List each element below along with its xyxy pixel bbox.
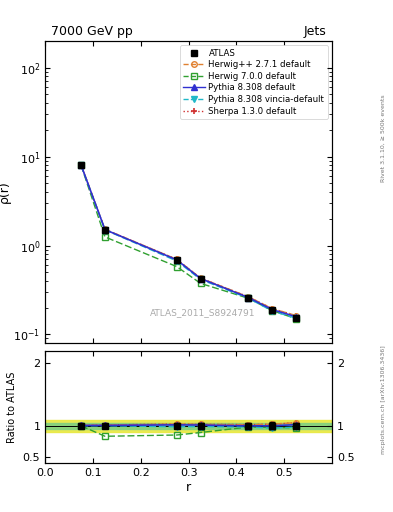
Text: ATLAS_2011_S8924791: ATLAS_2011_S8924791 [150, 308, 256, 317]
Herwig++ 2.7.1 default [198, 275, 203, 281]
Pythia 8.308 default [198, 275, 203, 282]
Pythia 8.308 default [246, 294, 251, 301]
Pythia 8.308 default [294, 314, 299, 320]
Pythia 8.308 default [174, 257, 179, 263]
Herwig 7.0.0 default [246, 295, 251, 302]
Bar [45, 419, 332, 432]
Y-axis label: ρ(r): ρ(r) [0, 181, 11, 203]
Sherpa 1.3.0 default [174, 256, 179, 262]
Pythia 8.308 default [103, 226, 107, 232]
Herwig 7.0.0 default [198, 281, 203, 287]
Herwig 7.0.0 default [79, 162, 83, 168]
Herwig 7.0.0 default [174, 264, 179, 270]
Pythia 8.308 vincia-default [294, 315, 299, 322]
Line: Pythia 8.308 vincia-default: Pythia 8.308 vincia-default [78, 162, 299, 321]
Pythia 8.308 vincia-default [270, 308, 275, 314]
Herwig++ 2.7.1 default [174, 256, 179, 262]
Pythia 8.308 default [270, 307, 275, 313]
Pythia 8.308 vincia-default [198, 276, 203, 283]
Line: Herwig 7.0.0 default: Herwig 7.0.0 default [78, 162, 299, 322]
Herwig++ 2.7.1 default [294, 312, 299, 318]
X-axis label: r: r [186, 481, 191, 494]
Line: Sherpa 1.3.0 default: Sherpa 1.3.0 default [77, 161, 300, 319]
Pythia 8.308 vincia-default [174, 258, 179, 264]
Sherpa 1.3.0 default [79, 162, 83, 168]
Sherpa 1.3.0 default [103, 226, 107, 232]
Herwig++ 2.7.1 default [103, 226, 107, 232]
Line: Pythia 8.308 default: Pythia 8.308 default [78, 162, 299, 319]
Pythia 8.308 vincia-default [79, 162, 83, 168]
Herwig++ 2.7.1 default [270, 306, 275, 312]
Herwig++ 2.7.1 default [246, 294, 251, 300]
Sherpa 1.3.0 default [270, 306, 275, 312]
Pythia 8.308 default [79, 162, 83, 168]
Herwig++ 2.7.1 default [79, 162, 83, 168]
Text: mcplots.cern.ch [arXiv:1306.3436]: mcplots.cern.ch [arXiv:1306.3436] [381, 345, 386, 454]
Herwig 7.0.0 default [294, 316, 299, 322]
Sherpa 1.3.0 default [198, 275, 203, 281]
Bar [45, 423, 332, 429]
Herwig 7.0.0 default [270, 308, 275, 314]
Pythia 8.308 vincia-default [246, 295, 251, 302]
Sherpa 1.3.0 default [246, 294, 251, 300]
Pythia 8.308 vincia-default [103, 227, 107, 233]
Text: Jets: Jets [304, 25, 326, 38]
Y-axis label: Ratio to ATLAS: Ratio to ATLAS [7, 371, 17, 443]
Legend: ATLAS, Herwig++ 2.7.1 default, Herwig 7.0.0 default, Pythia 8.308 default, Pythi: ATLAS, Herwig++ 2.7.1 default, Herwig 7.… [180, 45, 328, 119]
Sherpa 1.3.0 default [294, 312, 299, 318]
Herwig 7.0.0 default [103, 234, 107, 240]
Text: 7000 GeV pp: 7000 GeV pp [51, 25, 133, 38]
Line: Herwig++ 2.7.1 default: Herwig++ 2.7.1 default [78, 162, 299, 318]
Text: Rivet 3.1.10, ≥ 500k events: Rivet 3.1.10, ≥ 500k events [381, 94, 386, 182]
